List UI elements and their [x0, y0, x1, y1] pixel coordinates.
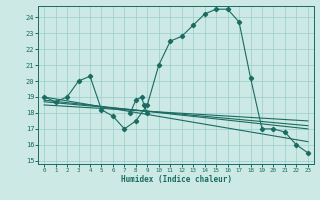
X-axis label: Humidex (Indice chaleur): Humidex (Indice chaleur) — [121, 175, 231, 184]
